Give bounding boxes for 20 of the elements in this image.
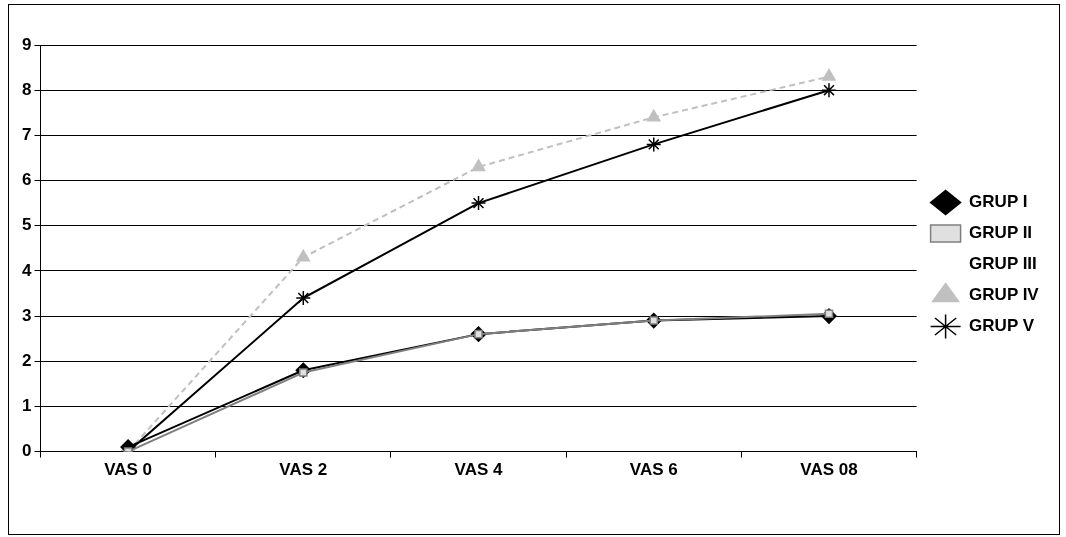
y-tick-label: 5 xyxy=(21,215,32,235)
legend-label: GRUP V xyxy=(969,316,1035,336)
y-tick-label: 7 xyxy=(21,125,32,145)
y-tick-label: 4 xyxy=(21,260,32,280)
x-tick-label: VAS 4 xyxy=(454,460,504,480)
x-tick-label: VAS 0 xyxy=(104,460,153,480)
x-tick-label: VAS 2 xyxy=(279,460,328,480)
legend-label: GRUP I xyxy=(969,192,1028,212)
legend-label: GRUP IV xyxy=(969,285,1040,305)
y-tick-label: 8 xyxy=(21,79,32,99)
y-tick-label: 3 xyxy=(21,305,32,325)
text: GRUP III xyxy=(969,254,1037,274)
y-tick-label: 0 xyxy=(21,441,32,461)
y-tick-label: 9 xyxy=(21,34,32,54)
y-tick-label: 1 xyxy=(21,396,32,416)
x-tick-label: VAS 6 xyxy=(629,460,678,480)
y-tick-label: 2 xyxy=(21,350,32,370)
x-tick-label: VAS 08 xyxy=(800,460,858,480)
legend-label: GRUP II xyxy=(969,223,1033,243)
y-tick-label: 6 xyxy=(21,170,32,190)
